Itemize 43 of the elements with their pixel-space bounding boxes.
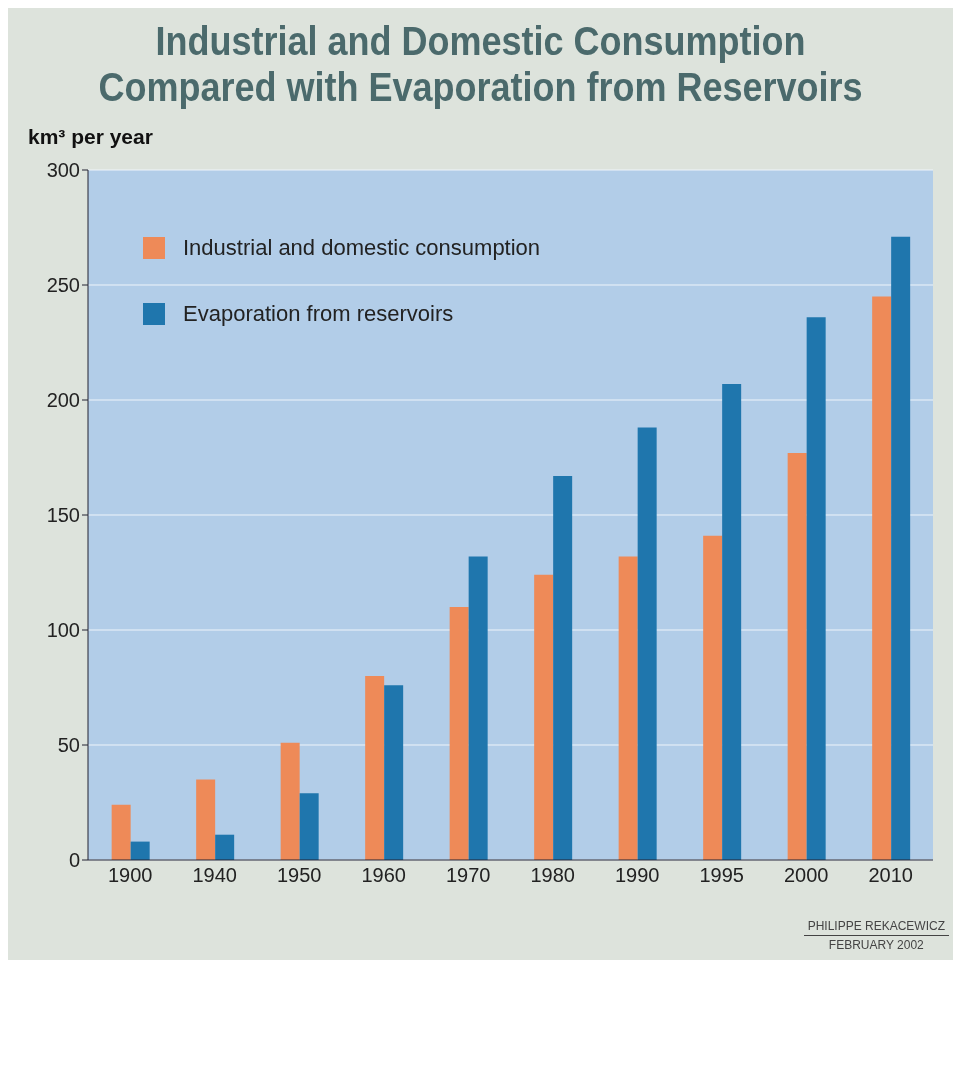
- bar: [130, 841, 150, 860]
- x-tick-label: 1980: [530, 864, 575, 887]
- y-tick-label: 300: [46, 159, 80, 182]
- x-tick-label: 1940: [192, 864, 237, 887]
- bar: [872, 296, 892, 860]
- y-tick-label: 100: [46, 619, 80, 642]
- bar: [891, 236, 911, 860]
- bar: [365, 676, 385, 860]
- y-tick-label: 150: [46, 504, 80, 527]
- text: FEBRUARY 2002: [803, 935, 949, 954]
- text: PHILIPPE REKACEWICZ: [806, 918, 946, 935]
- x-tick-label: 1900: [108, 864, 153, 887]
- y-tick-label: 250: [46, 274, 80, 297]
- bar: [280, 742, 300, 860]
- x-tick-label: 1950: [277, 864, 322, 887]
- bar: [299, 793, 319, 860]
- bar: [787, 452, 807, 860]
- bar: [384, 685, 404, 860]
- x-tick-label: 1960: [361, 864, 406, 887]
- bar: [449, 607, 469, 860]
- bar: [534, 574, 554, 860]
- chart-title: Industrial and Domestic Consumption Compared with Evaporation from Reservoirs: [97, 18, 864, 110]
- bar: [196, 779, 216, 860]
- x-tick-label: 1995: [699, 864, 744, 887]
- y-tick-label: 200: [46, 389, 80, 412]
- x-tick-label: 1970: [446, 864, 491, 887]
- bar: [618, 556, 638, 860]
- y-tick-label: 0: [68, 849, 80, 872]
- legend-label: Industrial and domestic consumption: [183, 235, 541, 261]
- x-tick-label: 2000: [784, 864, 829, 887]
- bar: [806, 317, 826, 860]
- y-axis-title: km³ per year: [28, 125, 153, 148]
- bar: [215, 834, 235, 860]
- bar: [111, 804, 131, 860]
- bar: [468, 556, 488, 860]
- bar: [553, 475, 573, 860]
- x-tick-label: 1990: [615, 864, 660, 887]
- bar: [703, 535, 723, 860]
- x-tick-label: 2010: [868, 864, 913, 887]
- bar: [722, 383, 742, 860]
- legend-label: Evaporation from reservoirs: [183, 301, 454, 327]
- bar: [637, 427, 657, 860]
- y-tick-label: 50: [57, 734, 80, 757]
